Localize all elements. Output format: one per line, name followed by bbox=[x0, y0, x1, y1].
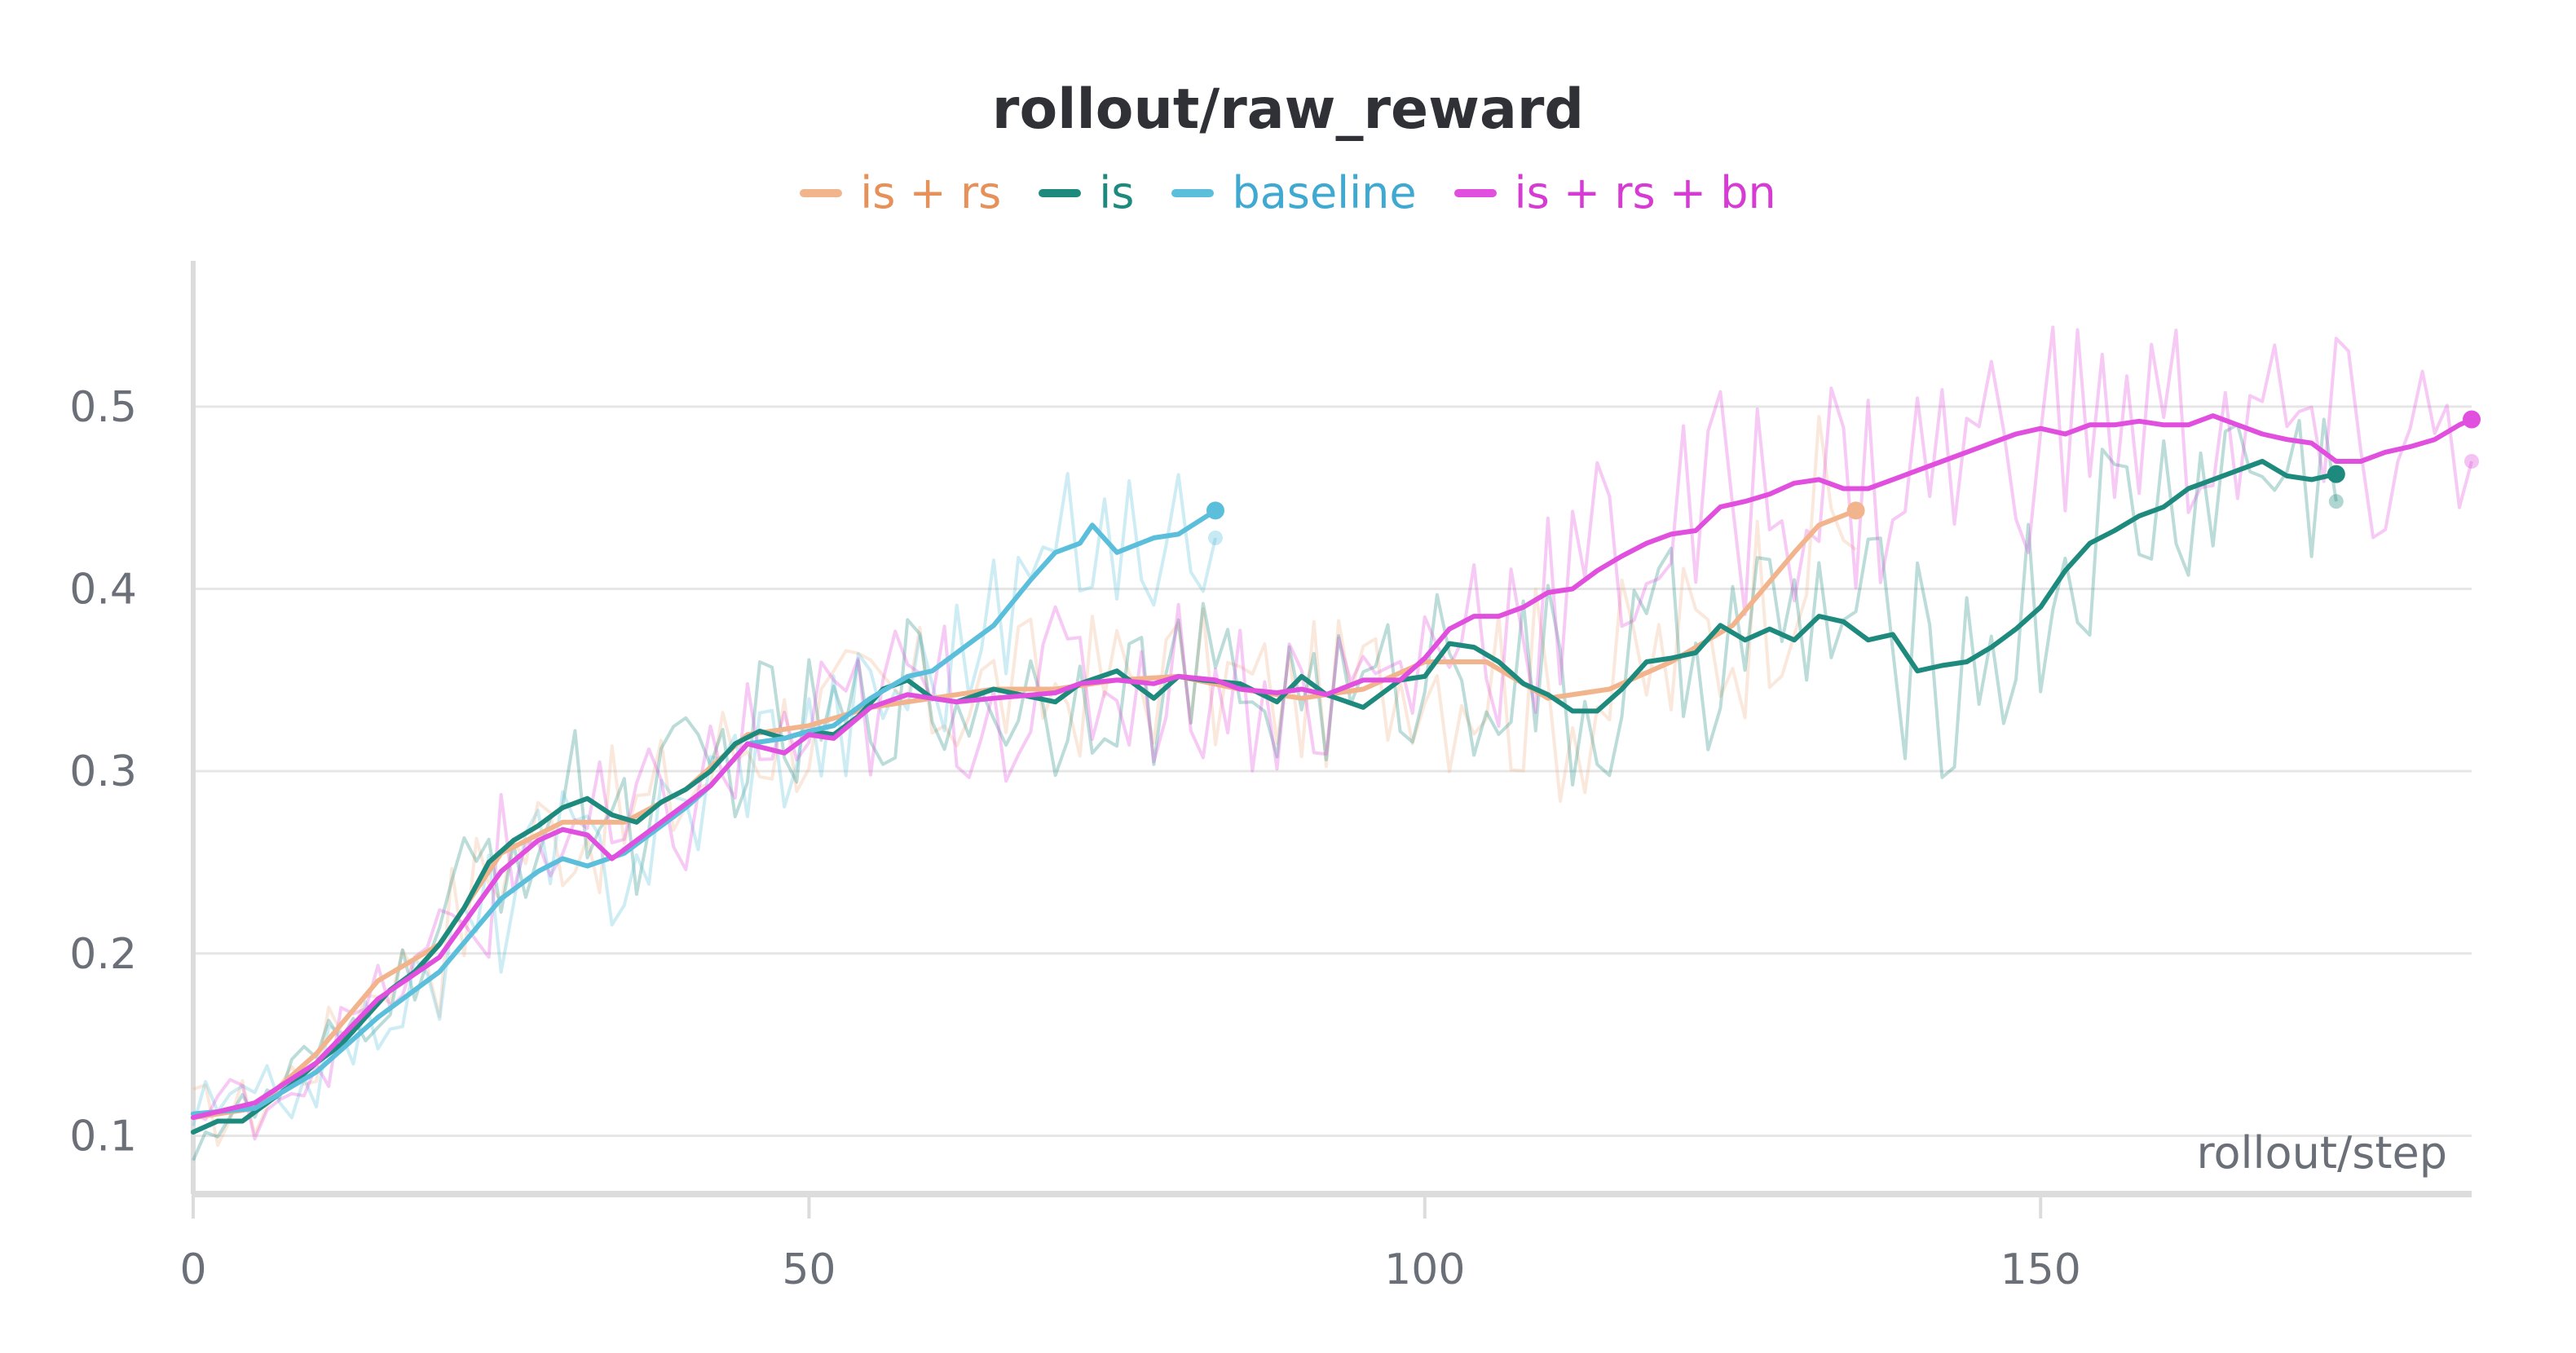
series-line bbox=[191, 413, 2474, 1121]
y-tick-label: 0.1 bbox=[69, 1112, 137, 1161]
y-tick-label: 0.3 bbox=[69, 747, 137, 796]
legend-item[interactable]: is + rs + bn bbox=[1453, 167, 1776, 218]
series-end-marker bbox=[1206, 501, 1224, 520]
series-raw-line bbox=[192, 325, 2473, 1141]
x-tick-label: 100 bbox=[1384, 1245, 1465, 1294]
legend-swatch bbox=[1171, 188, 1215, 197]
series-line bbox=[191, 508, 1859, 1121]
series-raw-line bbox=[192, 415, 1857, 1147]
x-axis-label: rollout/step bbox=[2197, 1127, 2448, 1179]
legend-label: is + rs + bn bbox=[1514, 167, 1776, 218]
y-tick-label: 0.2 bbox=[69, 930, 137, 979]
series-line bbox=[191, 508, 1218, 1117]
legend-item[interactable]: is bbox=[1039, 167, 1134, 218]
legend-label: baseline bbox=[1232, 167, 1417, 218]
series-raw-end-marker bbox=[1207, 530, 1223, 545]
series-raw-end-marker bbox=[2464, 453, 2479, 469]
series-raw-line bbox=[192, 417, 2338, 1161]
legend-swatch bbox=[800, 188, 843, 197]
y-tick-label: 0.5 bbox=[69, 383, 137, 432]
legend-swatch bbox=[1039, 188, 1082, 197]
x-tick-label: 150 bbox=[2000, 1245, 2081, 1294]
series-raw-end-marker bbox=[2328, 494, 2344, 509]
series-line bbox=[191, 459, 2339, 1135]
legend-swatch bbox=[1453, 188, 1497, 197]
legend: is + rs is baseline is + rs + bn bbox=[0, 167, 2576, 218]
legend-item[interactable]: is + rs bbox=[800, 167, 1001, 218]
series-end-marker bbox=[2463, 410, 2481, 429]
y-tick-label: 0.4 bbox=[69, 566, 137, 615]
x-tick-label: 50 bbox=[782, 1245, 836, 1294]
x-tick-label: 0 bbox=[179, 1245, 206, 1294]
legend-item[interactable]: baseline bbox=[1171, 167, 1417, 218]
legend-label: is bbox=[1099, 167, 1135, 218]
legend-label: is + rs bbox=[860, 167, 1002, 218]
series-end-marker bbox=[2327, 465, 2345, 483]
chart-title: rollout/raw_reward bbox=[991, 77, 1585, 142]
series-end-marker bbox=[1846, 501, 1865, 520]
